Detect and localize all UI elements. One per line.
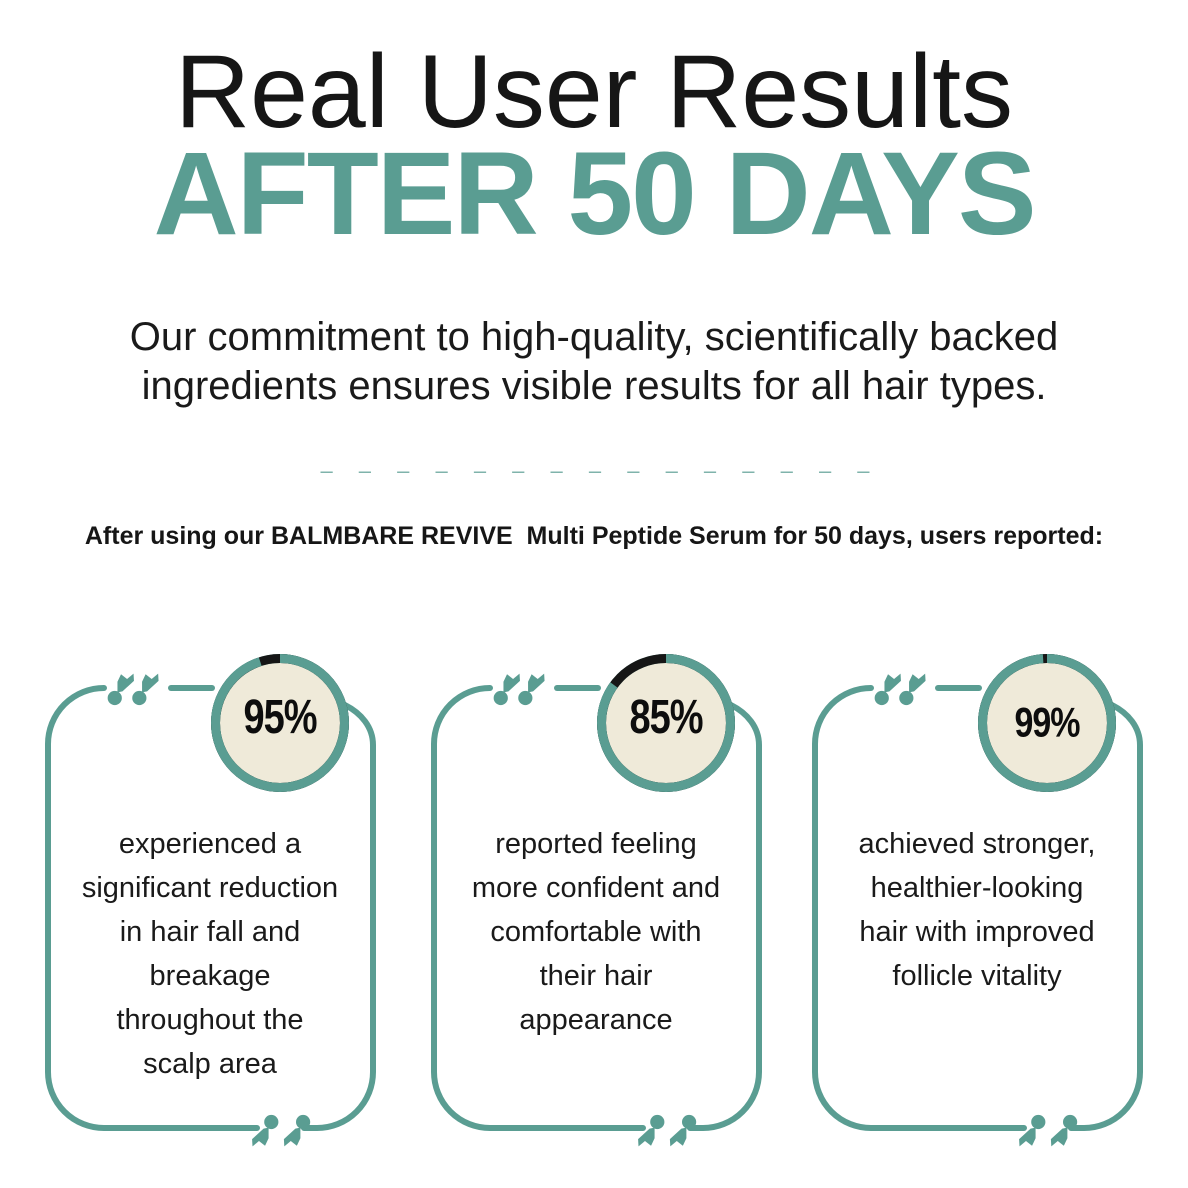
- svg-text:85%: 85%: [629, 690, 702, 745]
- svg-text:95%: 95%: [243, 690, 316, 745]
